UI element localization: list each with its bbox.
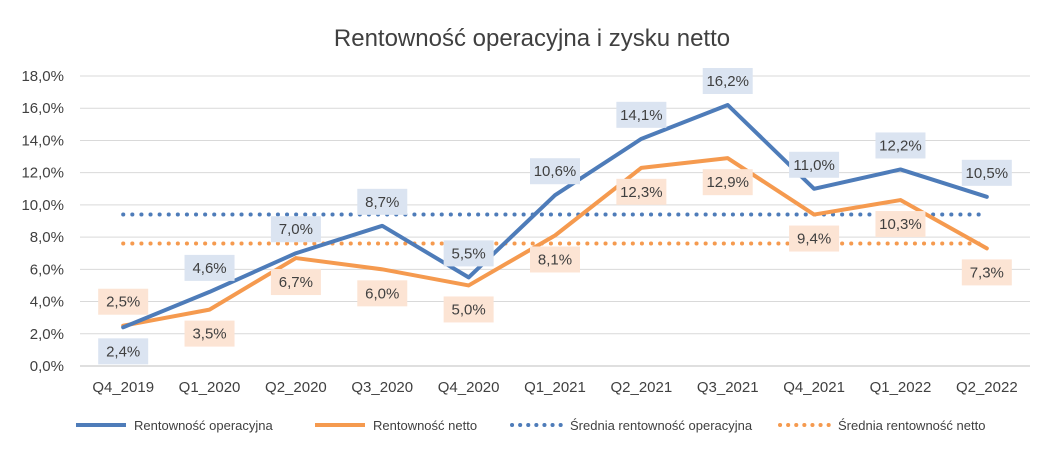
data-label-bg xyxy=(357,280,408,307)
data-label: 10,5% xyxy=(966,165,1009,182)
data-label: 3,5% xyxy=(192,326,226,343)
data-label: 12,2% xyxy=(879,137,922,154)
data-label: 6,7% xyxy=(279,274,313,291)
legend-label-0: Rentowność operacyjna xyxy=(134,418,274,433)
data-label: 8,7% xyxy=(365,194,399,211)
series-line-1 xyxy=(121,156,989,328)
x-tick-label: Q3_2021 xyxy=(697,379,759,396)
x-axis-ticks: Q4_2019 Q1_2020 Q2_2020 Q3_2020 Q4_2020 Q1_20… xyxy=(92,379,1017,396)
y-tick-label: 16,0% xyxy=(21,100,64,117)
data-label: 12,9% xyxy=(706,174,749,191)
data-label: 5,5% xyxy=(452,245,486,262)
y-tick-label: 4,0% xyxy=(30,294,64,311)
data-label-bg xyxy=(789,151,840,178)
legend-label-3: Średnia rentowność netto xyxy=(838,418,985,433)
data-label: 11,0% xyxy=(793,157,834,174)
x-tick-label: Q3_2020 xyxy=(351,379,413,396)
data-label: 9,4% xyxy=(797,231,831,248)
x-tick-label: Q1_2021 xyxy=(524,379,586,396)
x-tick-label: Q2_2022 xyxy=(956,379,1018,396)
y-tick-label: 6,0% xyxy=(30,261,64,278)
data-label-bg xyxy=(184,320,235,347)
data-label-bg xyxy=(530,246,580,273)
data-label-bg xyxy=(270,216,321,243)
data-label-bg xyxy=(443,296,494,323)
data-label: 4,6% xyxy=(192,260,226,277)
x-tick-label: Q1_2020 xyxy=(179,379,241,396)
data-label-bg xyxy=(98,338,149,365)
average-lines xyxy=(121,212,989,246)
y-tick-label: 14,0% xyxy=(21,132,64,149)
x-tick-label: Q4_2020 xyxy=(438,379,500,396)
data-label: 7,3% xyxy=(970,264,1004,281)
y-tick-label: 2,0% xyxy=(30,326,64,343)
data-label-bg xyxy=(616,178,667,205)
data-label-bg xyxy=(702,169,753,196)
x-tick-label: Q2_2021 xyxy=(610,379,672,396)
data-label-bg xyxy=(616,101,667,128)
data-label-bg xyxy=(357,188,408,215)
data-label: 10,6% xyxy=(534,163,577,180)
data-label: 6,0% xyxy=(365,285,399,302)
series-line-0 xyxy=(121,103,989,330)
data-label: 8,1% xyxy=(538,252,572,269)
data-label-bg xyxy=(702,68,753,94)
data-label-bg xyxy=(270,269,321,296)
y-tick-label: 8,0% xyxy=(30,229,64,246)
x-tick-label: Q2_2020 xyxy=(265,379,327,396)
data-label-bg xyxy=(961,259,1012,286)
legend-label-1: Rentowność netto xyxy=(373,418,477,433)
data-label-bg xyxy=(875,132,926,159)
legend-label-2: Średnia rentowność operacyjna xyxy=(570,418,753,433)
y-axis-ticks: 0,0% 2,0% 4,0% 6,0% 8,0% 10,0% 12,0% 14,0% 16,0%… xyxy=(21,68,64,375)
data-labels: 2,4% 2,5% 4,6% 3,5% 7,0% 6,7% 8,7% 6,0% 5,5% 5,0%… xyxy=(98,68,1012,365)
series-lines xyxy=(121,103,989,330)
data-label: 5,0% xyxy=(452,301,486,318)
data-label: 12,3% xyxy=(620,184,663,201)
x-tick-label: Q1_2022 xyxy=(870,379,932,396)
y-tick-label: 12,0% xyxy=(21,165,64,182)
y-tick-label: 10,0% xyxy=(21,197,64,214)
data-label: 2,4% xyxy=(106,343,140,360)
data-label-bg xyxy=(875,211,926,238)
data-label-bg xyxy=(789,225,840,252)
data-label: 2,5% xyxy=(106,294,140,311)
data-label-bg xyxy=(443,240,494,267)
y-tick-label: 0,0% xyxy=(30,358,64,375)
legend: Rentowność operacyjna Rentowność netto Śre… xyxy=(76,418,985,433)
x-tick-label: Q4_2021 xyxy=(783,379,845,396)
data-label-bg xyxy=(961,159,1012,186)
data-label-bg xyxy=(98,288,149,315)
chart-title: Rentowność operacyjna i zysku netto xyxy=(334,25,730,52)
y-tick-label: 18,0% xyxy=(21,68,64,85)
x-tick-label: Q4_2019 xyxy=(92,379,154,396)
data-label-bg xyxy=(184,254,235,281)
data-label: 14,1% xyxy=(620,107,663,124)
data-label: 16,2% xyxy=(706,73,749,90)
data-label: 10,3% xyxy=(879,216,922,233)
data-label: 7,0% xyxy=(279,221,313,238)
data-label-bg xyxy=(530,158,580,185)
